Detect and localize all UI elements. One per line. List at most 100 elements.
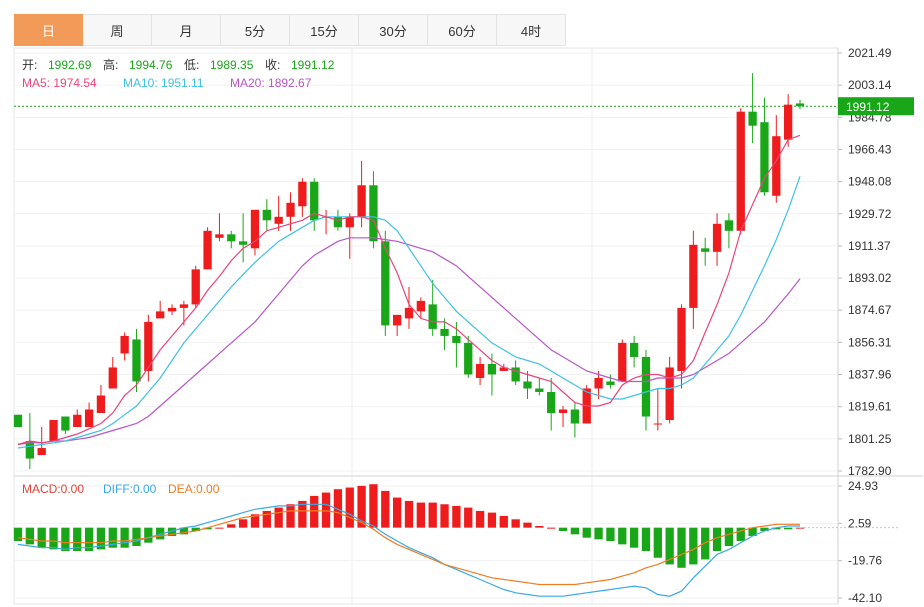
macd-bar [570, 527, 580, 535]
macd-bar [712, 527, 722, 552]
candle-body [84, 409, 94, 428]
candle-body [748, 111, 757, 126]
candle-body [570, 409, 580, 424]
macd-bar [25, 527, 34, 545]
macd-bar [736, 527, 745, 542]
ma5-legend: MA5: 1974.54 [22, 76, 97, 90]
macd-tick-label: -42.10 [848, 591, 882, 605]
y-tick-label: 1966.43 [848, 142, 892, 156]
macd-bar [464, 507, 473, 528]
tab-0[interactable]: 日 [14, 14, 83, 46]
candle-body [618, 342, 627, 382]
candle-body [653, 423, 662, 425]
macd-bar [582, 527, 591, 538]
macd-bar [156, 527, 165, 540]
candle-body [179, 304, 189, 308]
y-tick-label: 1856.31 [848, 335, 892, 349]
macd-bar [132, 527, 141, 547]
candle-body [357, 185, 366, 217]
macd-bar [262, 510, 271, 528]
candle-body [428, 304, 437, 329]
candle-body [203, 230, 212, 270]
macd-bar [724, 527, 734, 547]
ohlc-label: 开: [22, 58, 37, 72]
macd-bar [310, 495, 319, 528]
y-tick-label: 2003.14 [848, 78, 892, 92]
candle-body [475, 363, 485, 378]
macd-bar [61, 527, 70, 552]
y-tick-label: 1929.72 [848, 207, 892, 221]
macd-bar [167, 527, 177, 537]
tab-4[interactable]: 15分 [290, 14, 359, 46]
candle-body [677, 307, 686, 371]
candle-body [772, 136, 781, 196]
macd-bar [227, 524, 236, 528]
candle-body [250, 209, 260, 249]
macd-bar [499, 515, 508, 528]
candle-body [452, 335, 461, 343]
candle-body [37, 448, 46, 456]
macd-bar [440, 504, 449, 528]
macd-bar [238, 519, 248, 528]
last-price-label: 1991.12 [846, 100, 890, 114]
macd-bar [179, 527, 189, 535]
candle-body [629, 342, 639, 357]
tab-2[interactable]: 月 [152, 14, 221, 46]
y-tick-label: 1893.02 [848, 271, 892, 285]
candle-body [641, 356, 651, 417]
macd-bar [547, 527, 556, 529]
macd-bar [120, 527, 129, 548]
macd-bar [274, 507, 283, 528]
tab-5[interactable]: 30分 [359, 14, 428, 46]
macd-bar [203, 527, 212, 530]
candle-body [558, 409, 568, 414]
macd-legend: MACD:0.00 [22, 482, 84, 496]
macd-bar [452, 505, 461, 528]
macd-bar [96, 527, 106, 550]
macd-bar [13, 527, 23, 542]
tab-1[interactable]: 周 [83, 14, 152, 46]
macd-tick-label: 24.93 [848, 479, 878, 493]
candle-body [274, 216, 283, 224]
macd-bar [298, 500, 307, 528]
tab-7[interactable]: 4时 [497, 14, 566, 46]
ohlc-value: 1994.76 [129, 58, 173, 72]
chart-frame [13, 47, 839, 605]
candle-body [144, 321, 153, 371]
candle-body [523, 381, 532, 389]
candle-body [487, 363, 497, 375]
macd-bar [618, 527, 627, 545]
macd-bar [748, 527, 757, 537]
macd-bar [511, 519, 520, 528]
y-tick-label: 2021.49 [848, 46, 892, 60]
macd-bar [701, 527, 710, 560]
candle-body [393, 314, 402, 326]
candle-body [689, 244, 698, 308]
y-tick-label: 1819.61 [848, 400, 892, 414]
dea-legend: DEA:0.00 [168, 482, 220, 496]
macd-bar [487, 512, 497, 528]
ohlc-label: 收: [265, 58, 280, 72]
candle-body [120, 335, 129, 354]
macd-bar [594, 527, 603, 540]
candle-body [132, 339, 141, 382]
ohlc-value: 1991.12 [291, 58, 335, 72]
macd-tick-label: -19.76 [848, 554, 882, 568]
y-tick-label: 1911.37 [848, 239, 891, 253]
tab-3[interactable]: 5分 [221, 14, 290, 46]
macd-bar [653, 527, 662, 558]
candle-body [724, 220, 734, 231]
macd-bar [321, 492, 331, 528]
macd-bar [286, 504, 295, 528]
macd-bar [428, 502, 437, 528]
candle-body [238, 241, 248, 245]
macd-bar [523, 522, 532, 528]
y-tick-label: 1782.90 [848, 464, 892, 478]
tab-6[interactable]: 60分 [428, 14, 497, 46]
macd-bar [404, 500, 414, 528]
candle-body [333, 216, 343, 228]
macd-bar [393, 497, 402, 528]
last-price-tag [838, 97, 914, 116]
macd-bar [416, 502, 425, 528]
macd-bar [381, 490, 390, 528]
